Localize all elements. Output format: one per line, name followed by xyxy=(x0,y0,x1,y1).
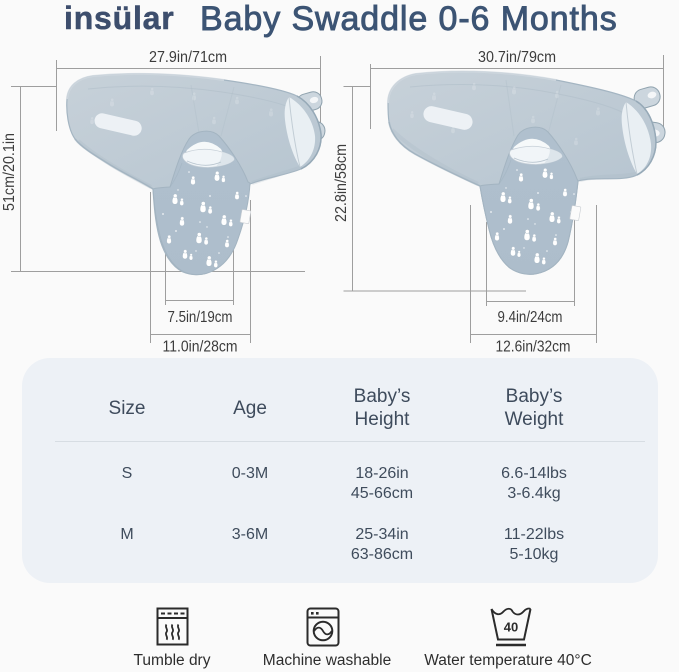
column-header-size: Size xyxy=(108,397,146,419)
row-s-weight: 6.6-14lbs 3-6.4kg xyxy=(464,464,604,503)
row-s-size: S xyxy=(121,465,133,483)
swaddle-large xyxy=(387,70,666,275)
column-header-height: Baby’s Height xyxy=(353,386,411,430)
row-s-weight-lbs: 6.6-14lbs xyxy=(501,465,567,482)
row-s-height-cm: 45-66cm xyxy=(350,484,414,502)
large-bottom-width-label: 9.4in/24cm xyxy=(498,309,563,326)
tumble-dry-icon xyxy=(156,607,189,646)
column-header-weight: Baby’s Weight xyxy=(504,386,564,430)
size-table-panel: Size Age Baby’s Height Baby’s Weight S 0… xyxy=(22,358,658,583)
small-width-label: 27.9in/71cm xyxy=(149,49,227,66)
small-bottom-width-label: 7.5in/19cm xyxy=(168,309,233,326)
row-m-height-cm: 63-86cm xyxy=(350,545,414,563)
brand-logo: insülar xyxy=(64,0,175,36)
row-s-height: 18-26in 45-66cm xyxy=(322,464,442,503)
machine-washable-icon xyxy=(306,607,340,647)
large-width-label: 30.7in/79cm xyxy=(478,49,556,66)
small-height-label: 51cm/20.1in xyxy=(1,133,18,211)
column-header-age: Age xyxy=(233,397,267,419)
large-outer-width-label: 12.6in/32cm xyxy=(496,339,571,356)
row-m-height-in: 25-34in xyxy=(355,526,409,543)
swaddle-small xyxy=(66,72,326,276)
care-label-machine-washable: Machine washable xyxy=(262,652,392,669)
swaddle-small-neck-opening xyxy=(182,141,235,168)
dimension-lines-large xyxy=(343,55,664,343)
page-title: Baby Swaddle 0-6 Months xyxy=(200,0,618,38)
dimension-lines-small xyxy=(11,56,321,343)
dimension-labels: 27.9in/71cm 51cm/20.1in 7.5in/19cm 11.0i… xyxy=(1,49,571,356)
swaddle-small-prints xyxy=(162,171,247,267)
water-temperature-icon: 40 xyxy=(490,607,532,647)
water-temperature-value: 40 xyxy=(504,620,518,635)
swaddle-large-tag xyxy=(569,205,582,221)
row-s-age: 0-3M xyxy=(231,465,269,483)
care-label-tumble-dry: Tumble dry xyxy=(133,652,211,669)
size-diagram: 27.9in/71cm 51cm/20.1in 7.5in/19cm 11.0i… xyxy=(1,49,666,356)
swaddle-large-neck-opening xyxy=(509,138,563,165)
row-m-height: 25-34in 63-86cm xyxy=(322,525,442,564)
row-m-weight: 11-22lbs 5-10kg xyxy=(464,525,604,564)
large-height-label: 22.8in/58cm xyxy=(333,144,350,222)
row-m-weight-lbs: 11-22lbs xyxy=(503,526,565,543)
row-m-size: M xyxy=(120,526,134,544)
small-outer-width-label: 11.0in/28cm xyxy=(163,339,238,356)
care-label-water-temperature: Water temperature 40°C xyxy=(424,652,592,669)
table-divider xyxy=(55,441,645,442)
swaddle-small-tag xyxy=(239,209,252,224)
row-m-weight-kg: 5-10kg xyxy=(509,545,559,563)
row-m-age: 3-6M xyxy=(231,526,269,544)
row-s-height-in: 18-26in xyxy=(355,465,409,482)
row-s-weight-kg: 3-6.4kg xyxy=(507,484,561,502)
